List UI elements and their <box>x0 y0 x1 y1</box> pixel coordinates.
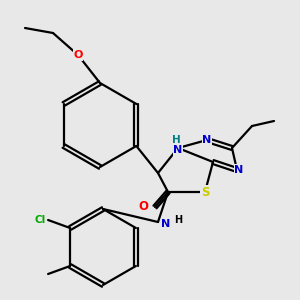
Text: N: N <box>202 135 211 145</box>
Text: N: N <box>161 219 171 229</box>
Text: H: H <box>172 135 180 145</box>
Text: N: N <box>234 165 244 175</box>
Text: S: S <box>201 185 209 199</box>
Text: O: O <box>138 200 148 214</box>
Text: H: H <box>174 215 182 225</box>
Text: O: O <box>73 50 83 60</box>
Text: N: N <box>173 145 183 155</box>
Text: Cl: Cl <box>34 215 46 225</box>
